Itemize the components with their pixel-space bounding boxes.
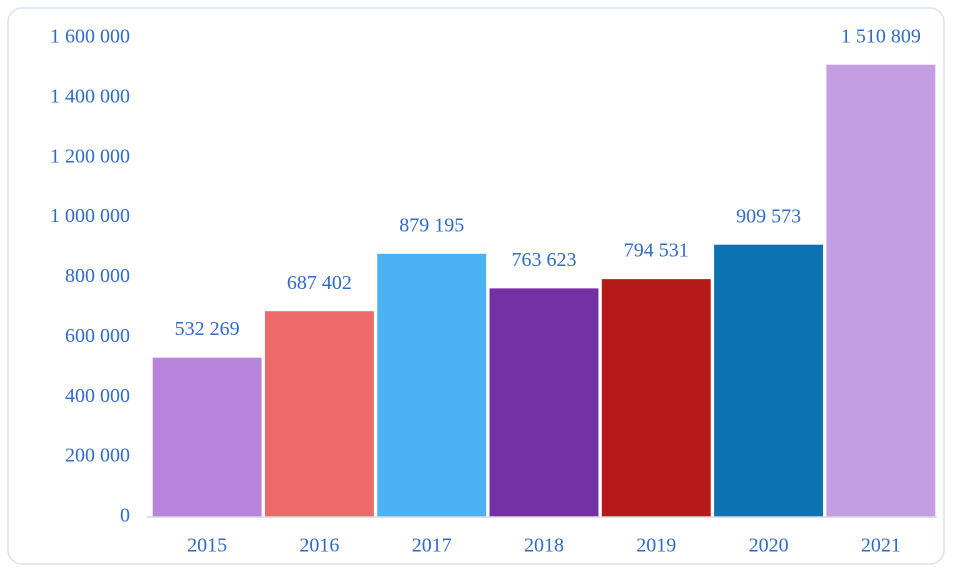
x-tick-label: 2021 [861,535,901,557]
y-tick-label: 1 200 000 [50,145,130,167]
value-label: 879 195 [399,214,464,236]
bar [152,357,262,517]
value-label: 763 623 [512,249,577,271]
value-label: 687 402 [287,272,352,294]
bar [377,253,487,517]
bar [264,311,374,517]
y-tick-label: 800 000 [65,265,130,287]
x-tick-label: 2018 [524,535,564,557]
value-label: 1 510 809 [841,25,921,47]
x-tick-label: 2017 [412,535,452,557]
y-tick-label: 600 000 [65,325,130,347]
x-tick-label: 2016 [299,535,339,557]
bar [826,64,936,518]
bar [601,279,711,517]
value-label: 909 573 [736,205,801,227]
y-tick-label: 0 [120,505,130,527]
y-tick-label: 1 600 000 [50,26,130,48]
y-tick-label: 1 000 000 [50,205,130,227]
x-tick-label: 2020 [749,535,789,557]
bar [489,288,599,517]
value-label: 532 269 [175,318,240,340]
x-tick-label: 2015 [187,535,227,557]
y-tick-label: 400 000 [65,385,130,407]
value-label: 794 531 [624,240,689,262]
bar [714,244,824,517]
y-tick-label: 1 400 000 [50,85,130,107]
y-tick-label: 200 000 [65,445,130,467]
x-tick-label: 2019 [636,535,676,557]
